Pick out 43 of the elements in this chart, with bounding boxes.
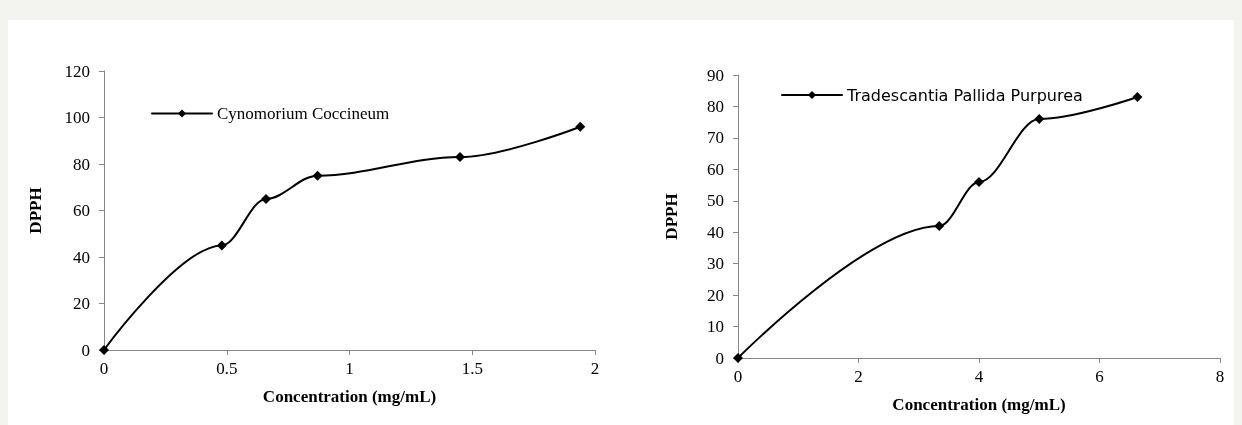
x-tick-label: 1.5 xyxy=(461,359,483,378)
x-axis-title: Concentration (mg/mL) xyxy=(262,387,437,406)
point xyxy=(575,121,586,132)
y-tick-label: 50 xyxy=(707,191,724,211)
y-tick-label: 20 xyxy=(73,294,90,313)
point xyxy=(934,220,945,231)
y-tick-label: 20 xyxy=(707,285,724,305)
y-tick-label: 10 xyxy=(707,317,724,337)
y-axis-title: DPPH xyxy=(26,187,45,234)
y-tick-label: 60 xyxy=(73,201,90,220)
point xyxy=(1034,114,1045,125)
y-tick-label: 60 xyxy=(707,159,724,179)
point xyxy=(454,152,465,163)
x-tick-label: 6 xyxy=(1095,367,1104,386)
y-tick-label: 80 xyxy=(707,96,724,116)
y-tick-label: 100 xyxy=(64,108,90,127)
x-tick-label: 2 xyxy=(854,367,863,386)
point xyxy=(216,240,227,251)
point xyxy=(1132,92,1143,103)
y-tick-label: 120 xyxy=(64,61,90,81)
y-tick-label: 40 xyxy=(707,222,724,242)
y-tick-label: 90 xyxy=(707,65,724,85)
point xyxy=(733,353,743,363)
point xyxy=(974,176,984,187)
x-tick-label: 0 xyxy=(99,359,109,378)
y-tick-label: 30 xyxy=(707,254,724,274)
legend-label: Tradescantia Pallida Purpurea xyxy=(846,85,1083,105)
x-tick-label: 4 xyxy=(974,367,984,386)
point xyxy=(312,170,323,181)
x-tick-label: 1 xyxy=(345,359,354,378)
y-axis-title: DPPH xyxy=(662,193,681,240)
x-tick-label: 0 xyxy=(733,367,743,386)
x-tick-label: 0.5 xyxy=(216,359,238,378)
y-tick-label: 40 xyxy=(73,247,90,267)
legend-label: Cynomorium Coccineum xyxy=(217,104,390,123)
x-axis-title: Concentration (mg/mL) xyxy=(892,395,1066,414)
y-tick-label: 80 xyxy=(73,154,90,174)
point xyxy=(99,345,109,355)
x-tick-label: 8 xyxy=(1215,367,1225,386)
point xyxy=(261,193,272,204)
x-tick-label: 2 xyxy=(590,359,600,378)
y-tick-label: 70 xyxy=(707,128,724,148)
y-tick-label: 0 xyxy=(81,340,90,360)
